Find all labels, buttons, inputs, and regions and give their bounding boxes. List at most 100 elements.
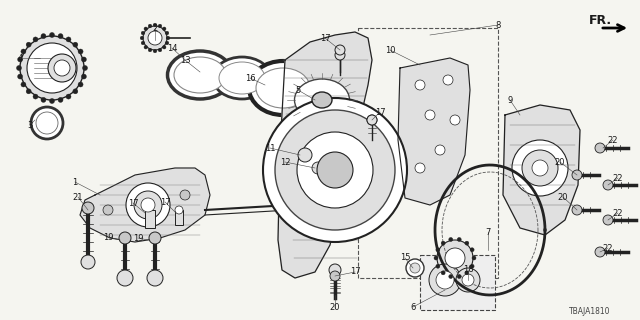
Text: 19: 19 [103, 233, 113, 242]
Circle shape [166, 36, 170, 40]
Circle shape [126, 183, 170, 227]
Circle shape [141, 31, 145, 35]
Circle shape [36, 112, 58, 134]
Circle shape [595, 143, 605, 153]
Circle shape [312, 162, 324, 174]
Circle shape [175, 206, 183, 214]
Circle shape [441, 241, 445, 245]
Text: 10: 10 [385, 45, 396, 54]
Circle shape [83, 66, 88, 70]
Circle shape [434, 256, 438, 260]
Circle shape [335, 45, 345, 55]
Text: 15: 15 [400, 253, 410, 262]
Circle shape [465, 241, 469, 245]
Circle shape [335, 50, 345, 60]
Ellipse shape [174, 57, 226, 93]
Circle shape [20, 36, 84, 100]
Circle shape [26, 89, 31, 94]
Bar [420, 255, 495, 310]
Text: 6: 6 [410, 302, 416, 311]
Text: 22: 22 [603, 244, 613, 252]
Circle shape [147, 270, 163, 286]
Circle shape [54, 60, 70, 76]
Circle shape [18, 74, 22, 79]
Circle shape [472, 256, 476, 260]
Ellipse shape [168, 51, 232, 99]
Circle shape [21, 49, 26, 54]
Circle shape [457, 275, 461, 278]
Circle shape [317, 152, 353, 188]
Circle shape [425, 110, 435, 120]
Circle shape [445, 248, 465, 268]
Circle shape [297, 132, 373, 208]
Circle shape [66, 94, 71, 99]
Circle shape [456, 268, 480, 292]
Circle shape [21, 82, 26, 87]
Circle shape [66, 37, 71, 42]
Circle shape [449, 275, 452, 278]
Polygon shape [503, 105, 580, 235]
Circle shape [603, 180, 613, 190]
Polygon shape [398, 58, 470, 205]
Text: 17: 17 [320, 34, 330, 43]
Circle shape [144, 45, 148, 49]
Circle shape [457, 237, 461, 242]
Circle shape [329, 264, 341, 276]
Circle shape [78, 82, 83, 87]
Circle shape [572, 170, 582, 180]
Text: TBAJA1810: TBAJA1810 [569, 308, 611, 316]
Ellipse shape [286, 71, 358, 129]
Text: 17: 17 [349, 268, 360, 276]
Circle shape [82, 202, 94, 214]
Circle shape [158, 48, 162, 52]
Circle shape [141, 198, 155, 212]
Circle shape [436, 264, 440, 268]
Circle shape [141, 41, 145, 45]
Text: 20: 20 [557, 193, 568, 202]
Text: 20: 20 [330, 303, 340, 313]
Ellipse shape [294, 79, 349, 121]
Text: 9: 9 [508, 95, 513, 105]
Text: 14: 14 [167, 44, 177, 52]
Circle shape [73, 89, 78, 94]
Circle shape [148, 24, 152, 28]
Circle shape [26, 42, 31, 47]
Text: 18: 18 [463, 266, 474, 275]
Circle shape [298, 148, 312, 162]
Text: 12: 12 [280, 157, 291, 166]
Circle shape [153, 23, 157, 27]
Circle shape [436, 271, 454, 289]
Text: 7: 7 [485, 228, 491, 236]
Circle shape [81, 57, 86, 62]
Text: 8: 8 [495, 20, 500, 29]
Circle shape [81, 255, 95, 269]
Circle shape [165, 41, 169, 45]
Circle shape [449, 237, 452, 242]
Circle shape [117, 270, 133, 286]
Circle shape [436, 248, 440, 252]
Circle shape [165, 31, 169, 35]
Ellipse shape [219, 62, 265, 94]
Circle shape [367, 115, 377, 125]
Text: 4: 4 [17, 53, 22, 62]
Bar [145, 210, 155, 228]
Circle shape [17, 66, 22, 70]
Circle shape [572, 205, 582, 215]
Circle shape [148, 31, 162, 45]
Circle shape [163, 45, 166, 49]
Circle shape [429, 264, 461, 296]
Circle shape [119, 232, 131, 244]
Circle shape [163, 27, 166, 31]
Circle shape [465, 271, 469, 275]
Circle shape [330, 271, 340, 281]
Circle shape [415, 80, 425, 90]
Circle shape [512, 140, 568, 196]
Text: 11: 11 [265, 143, 275, 153]
Circle shape [41, 97, 46, 102]
Circle shape [58, 34, 63, 39]
Circle shape [33, 37, 38, 42]
Polygon shape [278, 32, 372, 278]
Circle shape [103, 205, 113, 215]
Circle shape [275, 110, 395, 230]
Circle shape [443, 75, 453, 85]
